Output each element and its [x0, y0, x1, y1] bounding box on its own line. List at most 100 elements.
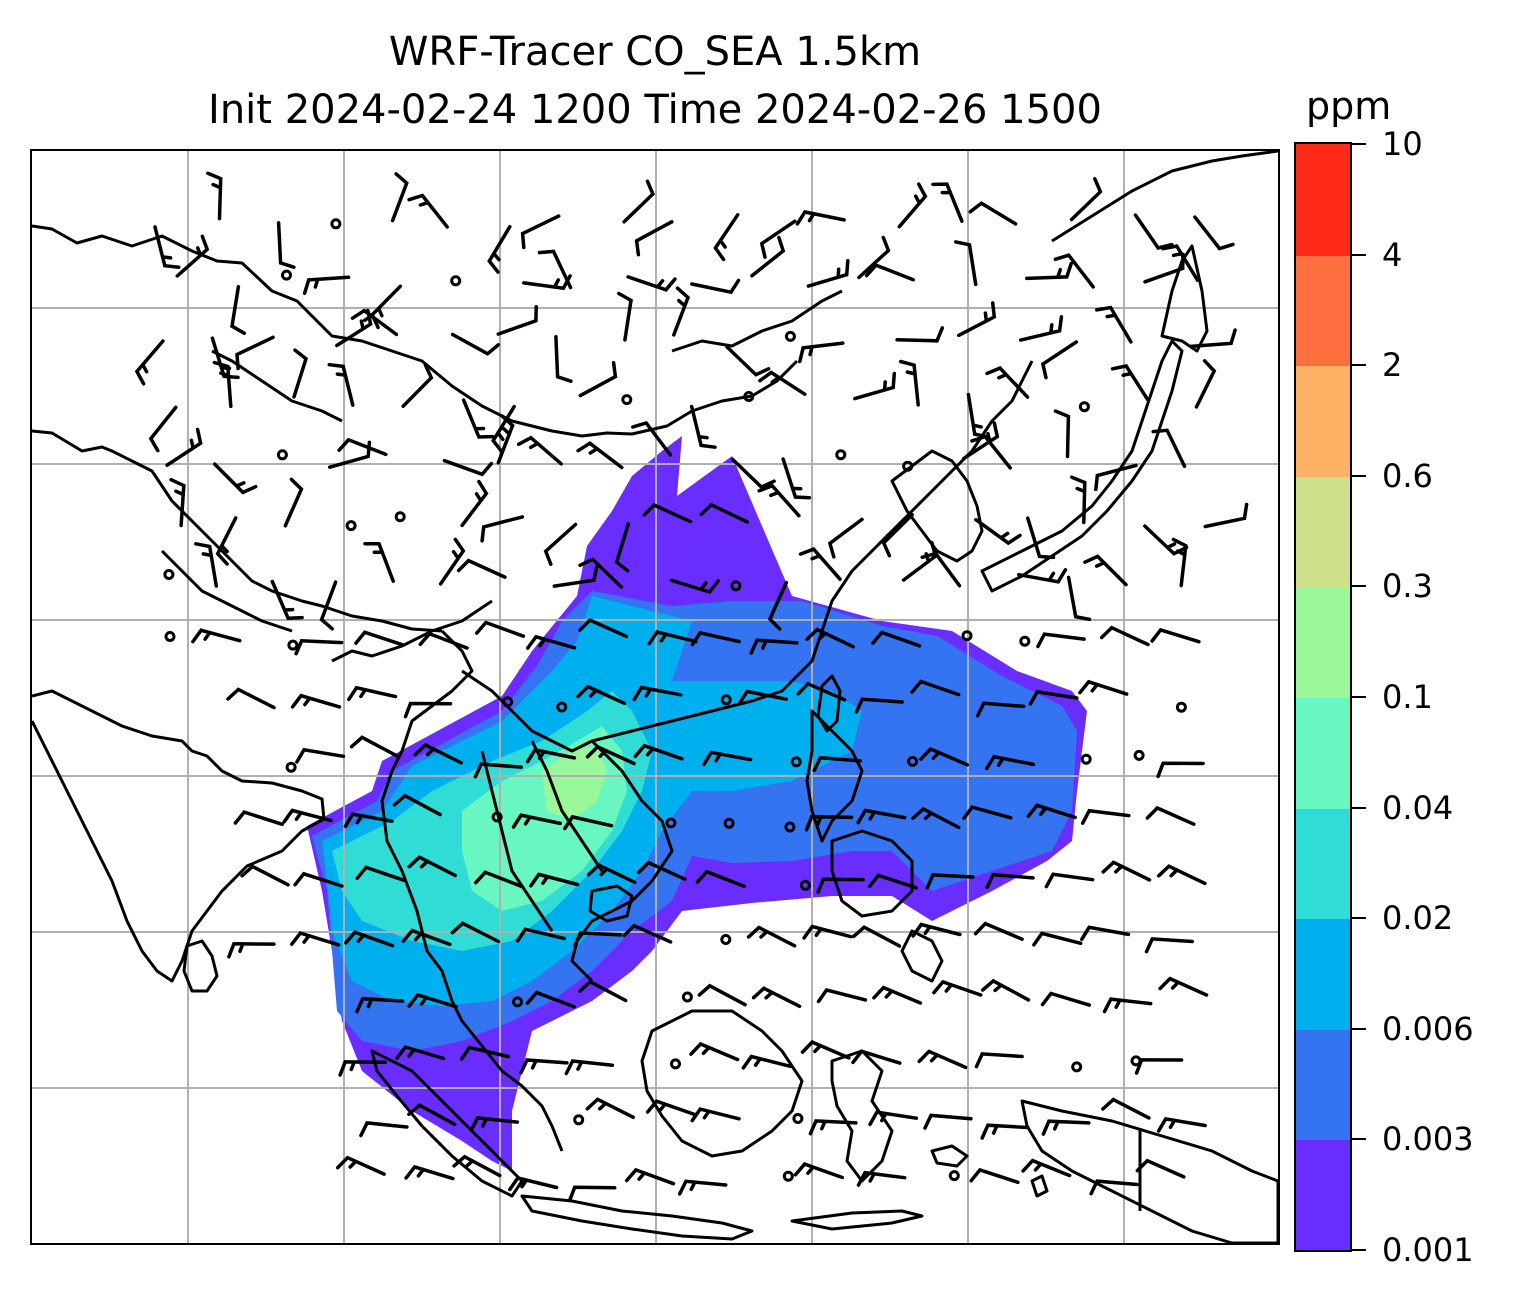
colorbar [1294, 142, 1352, 1252]
wind-barb [970, 434, 1012, 470]
colorbar-tick-label: 2 [1382, 346, 1403, 385]
colorbar-tick [1352, 806, 1366, 809]
wind-barb [496, 414, 515, 465]
calm-marker [790, 756, 802, 768]
wind-barb [290, 931, 341, 947]
wind-barb [519, 1058, 569, 1075]
wind-barb [631, 420, 673, 457]
wind-barb [230, 284, 246, 335]
wind-barb [578, 557, 624, 589]
wind-barb [690, 278, 741, 295]
wind-barb [227, 942, 276, 959]
wind-barb [816, 877, 866, 894]
wind-barb [758, 370, 807, 396]
wind-barb [450, 332, 501, 356]
wind-barb [585, 744, 636, 766]
wind-barb [973, 921, 1024, 941]
calm-marker [835, 449, 847, 461]
wind-barb [980, 978, 1031, 1002]
colorbar-unit: ppm [1306, 84, 1392, 128]
wind-barb [407, 992, 458, 1009]
wind-barb [153, 225, 181, 270]
wind-barb [1026, 516, 1056, 560]
wind-barb [796, 681, 847, 702]
colorbar-band [1296, 144, 1350, 256]
wind-barb [1145, 805, 1196, 826]
colorbar-band [1296, 918, 1350, 1030]
wind-barb [212, 462, 258, 495]
colorbar-band [1296, 365, 1350, 477]
colorbar-tick [1352, 585, 1366, 588]
colorbar-tick [1352, 1138, 1366, 1141]
colorbar-tick-label: 0.006 [1382, 1009, 1474, 1048]
wind-barb [1133, 213, 1174, 250]
wind-barb [1017, 568, 1068, 584]
wind-barb [270, 579, 304, 621]
wind-barb [750, 235, 786, 278]
wind-barb [689, 1041, 740, 1062]
wind-barb [872, 985, 923, 1005]
wind-barb [1102, 997, 1153, 1014]
title-line-2: Init 2024-02-24 1200 Time 2024-02-26 150… [208, 87, 1102, 133]
wind-barb [669, 578, 720, 595]
wind-barb [925, 873, 975, 890]
wind-barb [746, 925, 797, 948]
wind-barb [474, 620, 526, 638]
wind-barb [537, 249, 573, 290]
wind-barb [407, 193, 449, 229]
wind-barb [413, 742, 463, 765]
wind-barb [974, 517, 1022, 546]
wind-barb [871, 630, 922, 648]
wind-barb [910, 679, 961, 697]
colorbar-tick [1352, 1027, 1366, 1030]
wind-barb [578, 979, 628, 1003]
wind-barb [857, 235, 891, 280]
wind-barb [1158, 976, 1209, 997]
wind-barb [1089, 1179, 1139, 1196]
wind-barb [473, 762, 523, 779]
wind-barb [403, 701, 453, 719]
wind-barb [511, 813, 562, 829]
wind-barb [543, 522, 578, 567]
wind-barb [1095, 305, 1133, 344]
colorbar-tick [1352, 917, 1366, 920]
wind-barb [919, 746, 970, 767]
wind-barb [282, 808, 333, 824]
wind-barb [1026, 803, 1077, 820]
wind-barb [856, 1170, 907, 1187]
colorbar-band [1296, 807, 1350, 920]
calm-marker [163, 569, 175, 580]
wind-barb [496, 305, 538, 336]
wind-barb [1025, 261, 1073, 281]
calm-marker [1130, 1055, 1142, 1067]
colorbar-tick-label: 0.003 [1382, 1120, 1474, 1159]
wind-barb [1066, 575, 1092, 622]
wind-barb [757, 483, 801, 518]
calm-marker [345, 520, 357, 532]
calm-marker [782, 1170, 794, 1182]
wind-barb [576, 441, 624, 470]
wind-barb [175, 234, 210, 278]
wind-barb [516, 435, 563, 466]
wind-barb [1171, 537, 1188, 588]
wind-barb [695, 869, 746, 888]
wind-barb [741, 1054, 792, 1070]
wind-barb [759, 219, 797, 259]
calm-marker [1019, 635, 1031, 647]
wind-barb [980, 1123, 1030, 1140]
wind-barb [474, 870, 525, 889]
wind-barb [805, 627, 856, 649]
wind-barb [276, 221, 296, 269]
colorbar-tick [1352, 1249, 1366, 1251]
wind-barb [1069, 177, 1103, 222]
colorbar-tick-label: 0.1 [1382, 678, 1433, 716]
wind-barb [617, 291, 633, 342]
wind-barb [525, 990, 576, 1009]
colorbar-tick [1352, 364, 1366, 367]
wind-barb [450, 921, 501, 944]
calm-marker [961, 630, 973, 642]
wind-barb [292, 348, 309, 399]
wind-barb [699, 502, 750, 524]
calm-marker [573, 1114, 585, 1126]
wind-barb [1053, 409, 1071, 459]
